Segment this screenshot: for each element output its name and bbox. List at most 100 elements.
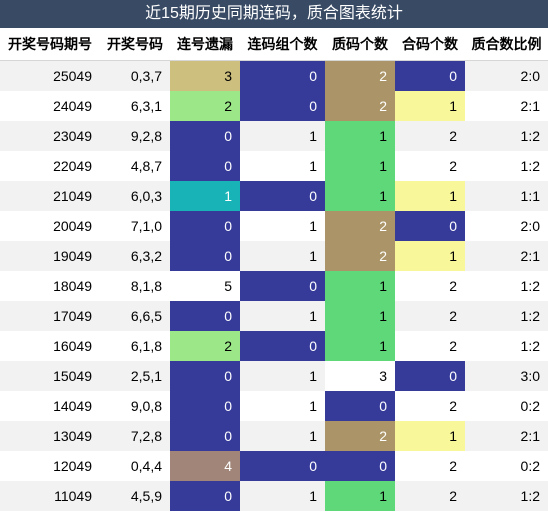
- cell-consec-groups: 0: [240, 91, 325, 121]
- table-row: 19049 6,3,2 0 1 2 1 2:1: [0, 241, 548, 271]
- header-ratio: 质合数比例: [465, 28, 548, 61]
- table-row: 18049 8,1,8 5 0 1 2 1:2: [0, 271, 548, 301]
- cell-consec-groups: 0: [240, 60, 325, 91]
- cell-prime-count: 1: [325, 151, 395, 181]
- table-row: 13049 7,2,8 0 1 2 1 2:1: [0, 421, 548, 451]
- cell-prime-count: 1: [325, 301, 395, 331]
- header-numbers: 开奖号码: [100, 28, 170, 61]
- table-row: 25049 0,3,7 3 0 2 0 2:0: [0, 60, 548, 91]
- cell-numbers: 6,0,3: [100, 181, 170, 211]
- cell-numbers: 4,8,7: [100, 151, 170, 181]
- cell-period: 18049: [0, 271, 100, 301]
- cell-ratio: 1:2: [465, 121, 548, 151]
- cell-prime-count: 2: [325, 241, 395, 271]
- cell-composite-count: 2: [395, 301, 465, 331]
- cell-consec-miss: 0: [170, 211, 240, 241]
- cell-period: 17049: [0, 301, 100, 331]
- cell-composite-count: 2: [395, 331, 465, 361]
- cell-ratio: 1:2: [465, 151, 548, 181]
- cell-period: 12049: [0, 451, 100, 481]
- cell-period: 20049: [0, 211, 100, 241]
- cell-period: 16049: [0, 331, 100, 361]
- cell-ratio: 1:2: [465, 481, 548, 511]
- cell-consec-groups: 1: [240, 481, 325, 511]
- cell-ratio: 2:0: [465, 211, 548, 241]
- cell-period: 11049: [0, 481, 100, 511]
- cell-composite-count: 2: [395, 121, 465, 151]
- table-row: 22049 4,8,7 0 1 1 2 1:2: [0, 151, 548, 181]
- cell-prime-count: 1: [325, 271, 395, 301]
- cell-consec-miss: 4: [170, 451, 240, 481]
- cell-numbers: 0,3,7: [100, 60, 170, 91]
- cell-composite-count: 1: [395, 181, 465, 211]
- cell-composite-count: 2: [395, 451, 465, 481]
- cell-numbers: 0,4,4: [100, 451, 170, 481]
- cell-ratio: 2:1: [465, 421, 548, 451]
- cell-consec-miss: 0: [170, 151, 240, 181]
- cell-ratio: 3:0: [465, 361, 548, 391]
- cell-numbers: 6,6,5: [100, 301, 170, 331]
- header-prime-count: 质码个数: [325, 28, 395, 61]
- cell-composite-count: 0: [395, 361, 465, 391]
- table-row: 20049 7,1,0 0 1 2 0 2:0: [0, 211, 548, 241]
- cell-composite-count: 2: [395, 391, 465, 421]
- cell-consec-miss: 3: [170, 60, 240, 91]
- cell-consec-groups: 1: [240, 301, 325, 331]
- table-row: 15049 2,5,1 0 1 3 0 3:0: [0, 361, 548, 391]
- cell-ratio: 2:1: [465, 91, 548, 121]
- cell-consec-groups: 1: [240, 361, 325, 391]
- cell-period: 25049: [0, 60, 100, 91]
- cell-numbers: 6,3,1: [100, 91, 170, 121]
- cell-prime-count: 1: [325, 121, 395, 151]
- cell-ratio: 0:2: [465, 451, 548, 481]
- page-title: 近15期历史同期连码，质合图表统计: [0, 0, 548, 28]
- table-row: 16049 6,1,8 2 0 1 2 1:2: [0, 331, 548, 361]
- cell-period: 24049: [0, 91, 100, 121]
- cell-consec-groups: 0: [240, 451, 325, 481]
- header-row: 开奖号码期号 开奖号码 连号遗漏 连码组个数 质码个数 合码个数 质合数比例: [0, 28, 548, 61]
- table-row: 24049 6,3,1 2 0 2 1 2:1: [0, 91, 548, 121]
- cell-numbers: 6,3,2: [100, 241, 170, 271]
- cell-consec-groups: 1: [240, 211, 325, 241]
- cell-period: 19049: [0, 241, 100, 271]
- cell-consec-groups: 1: [240, 391, 325, 421]
- cell-period: 14049: [0, 391, 100, 421]
- table-row: 21049 6,0,3 1 0 1 1 1:1: [0, 181, 548, 211]
- cell-numbers: 9,2,8: [100, 121, 170, 151]
- cell-consec-groups: 0: [240, 331, 325, 361]
- header-period: 开奖号码期号: [0, 28, 100, 61]
- cell-consec-groups: 0: [240, 181, 325, 211]
- table-row: 23049 9,2,8 0 1 1 2 1:2: [0, 121, 548, 151]
- cell-consec-miss: 0: [170, 361, 240, 391]
- cell-numbers: 7,2,8: [100, 421, 170, 451]
- cell-ratio: 1:2: [465, 271, 548, 301]
- cell-ratio: 1:1: [465, 181, 548, 211]
- cell-numbers: 7,1,0: [100, 211, 170, 241]
- cell-ratio: 2:1: [465, 241, 548, 271]
- cell-prime-count: 0: [325, 451, 395, 481]
- cell-composite-count: 2: [395, 271, 465, 301]
- cell-consec-miss: 0: [170, 241, 240, 271]
- cell-numbers: 2,5,1: [100, 361, 170, 391]
- cell-prime-count: 2: [325, 91, 395, 121]
- cell-consec-groups: 1: [240, 151, 325, 181]
- cell-consec-groups: 1: [240, 421, 325, 451]
- header-consec-groups: 连码组个数: [240, 28, 325, 61]
- cell-prime-count: 2: [325, 60, 395, 91]
- header-consec-miss: 连号遗漏: [170, 28, 240, 61]
- cell-ratio: 2:0: [465, 60, 548, 91]
- cell-consec-miss: 0: [170, 391, 240, 421]
- cell-composite-count: 0: [395, 60, 465, 91]
- cell-consec-miss: 1: [170, 181, 240, 211]
- cell-composite-count: 2: [395, 151, 465, 181]
- cell-prime-count: 1: [325, 481, 395, 511]
- cell-prime-count: 1: [325, 181, 395, 211]
- table-row: 11049 4,5,9 0 1 1 2 1:2: [0, 481, 548, 511]
- cell-consec-miss: 0: [170, 121, 240, 151]
- stats-table: 开奖号码期号 开奖号码 连号遗漏 连码组个数 质码个数 合码个数 质合数比例 2…: [0, 28, 548, 511]
- cell-consec-miss: 5: [170, 271, 240, 301]
- cell-consec-miss: 0: [170, 301, 240, 331]
- cell-ratio: 1:2: [465, 301, 548, 331]
- cell-prime-count: 3: [325, 361, 395, 391]
- cell-numbers: 8,1,8: [100, 271, 170, 301]
